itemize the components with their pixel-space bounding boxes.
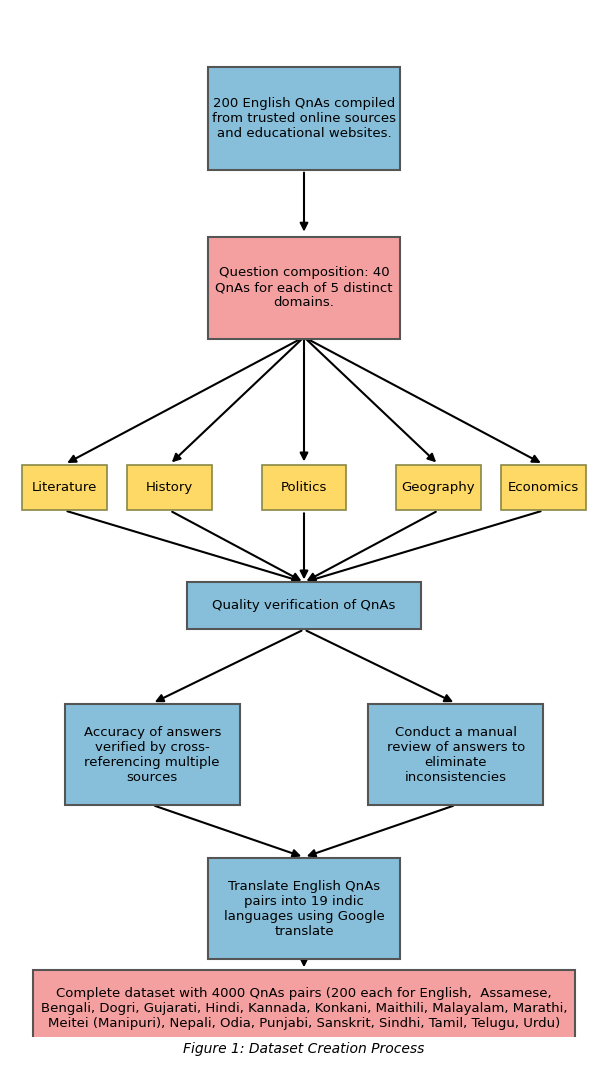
FancyBboxPatch shape (208, 859, 400, 959)
Text: Economics: Economics (508, 482, 579, 495)
Text: Politics: Politics (281, 482, 327, 495)
FancyBboxPatch shape (261, 465, 347, 511)
Text: 200 English QnAs compiled
from trusted online sources
and educational websites.: 200 English QnAs compiled from trusted o… (212, 97, 396, 140)
FancyBboxPatch shape (501, 465, 586, 511)
FancyBboxPatch shape (208, 67, 400, 170)
FancyBboxPatch shape (22, 465, 107, 511)
Text: Accuracy of answers
verified by cross-
referencing multiple
sources: Accuracy of answers verified by cross- r… (83, 726, 221, 784)
FancyBboxPatch shape (396, 465, 480, 511)
Text: Geography: Geography (401, 482, 475, 495)
Text: Quality verification of QnAs: Quality verification of QnAs (212, 599, 396, 612)
Text: Literature: Literature (32, 482, 97, 495)
FancyBboxPatch shape (368, 704, 544, 805)
Text: Question composition: 40
QnAs for each of 5 distinct
domains.: Question composition: 40 QnAs for each o… (215, 267, 393, 309)
Text: Complete dataset with 4000 QnAs pairs (200 each for English,  Assamese,
Bengali,: Complete dataset with 4000 QnAs pairs (2… (41, 986, 567, 1029)
FancyBboxPatch shape (187, 582, 421, 630)
Text: Conduct a manual
review of answers to
eliminate
inconsistencies: Conduct a manual review of answers to el… (387, 726, 525, 784)
FancyBboxPatch shape (33, 970, 575, 1047)
Text: History: History (146, 482, 193, 495)
FancyBboxPatch shape (208, 237, 400, 339)
FancyBboxPatch shape (64, 704, 240, 805)
FancyBboxPatch shape (128, 465, 212, 511)
Text: Figure 1: Dataset Creation Process: Figure 1: Dataset Creation Process (184, 1042, 424, 1056)
Text: Translate English QnAs
pairs into 19 indic
languages using Google
translate: Translate English QnAs pairs into 19 ind… (224, 879, 384, 937)
